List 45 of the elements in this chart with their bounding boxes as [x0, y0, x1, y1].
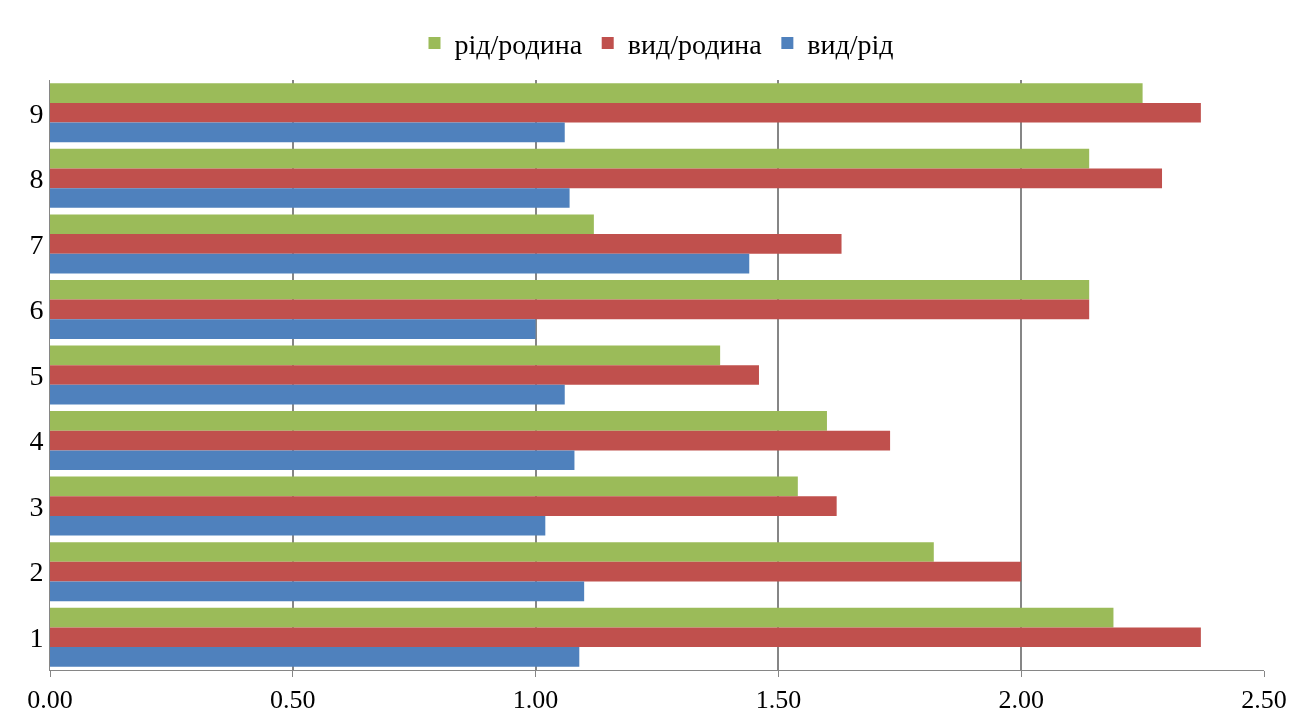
bar [50, 515, 546, 536]
y-tick-label: 6 [29, 294, 44, 326]
bar [50, 384, 565, 405]
bar [50, 234, 842, 254]
bar [50, 345, 721, 366]
bar [50, 542, 934, 562]
y-tick-label: 7 [29, 228, 44, 260]
bar [50, 411, 827, 431]
x-tick-label: 1.00 [512, 685, 559, 715]
y-tick-label: 9 [29, 97, 44, 129]
bar [50, 214, 594, 235]
bar [50, 430, 891, 451]
bar [50, 647, 580, 667]
bar [50, 365, 759, 385]
x-tick-label: 2.50 [1241, 685, 1287, 715]
bar [50, 299, 1090, 320]
bar [50, 476, 798, 497]
bar [50, 279, 1090, 300]
x-tick-label: 0.00 [27, 685, 73, 715]
bar [50, 253, 750, 274]
y-tick-label: 3 [29, 490, 44, 522]
bar [50, 581, 585, 602]
bar [50, 319, 536, 339]
y-tick-label: 1 [29, 622, 44, 654]
y-tick-label: 4 [29, 425, 44, 457]
x-tick-label: 1.50 [755, 685, 802, 715]
bar [50, 83, 1143, 103]
bar [50, 450, 575, 471]
bar [50, 168, 1163, 189]
legend-label: рід/родина [454, 28, 583, 60]
bar [50, 496, 837, 516]
bar [50, 122, 565, 143]
bar [50, 607, 1114, 628]
legend-label: вид/родина [627, 28, 763, 60]
x-tick-label: 2.00 [998, 685, 1044, 715]
bar [50, 627, 1201, 648]
bar [50, 102, 1201, 123]
y-tick-label: 2 [29, 556, 44, 588]
y-tick-label: 8 [29, 163, 44, 195]
x-tick-label: 0.50 [270, 685, 316, 715]
bar [50, 188, 570, 208]
y-tick-label: 5 [29, 359, 44, 391]
bar [50, 561, 1022, 582]
bar [50, 148, 1090, 169]
legend-label: вид/рід [807, 28, 894, 60]
